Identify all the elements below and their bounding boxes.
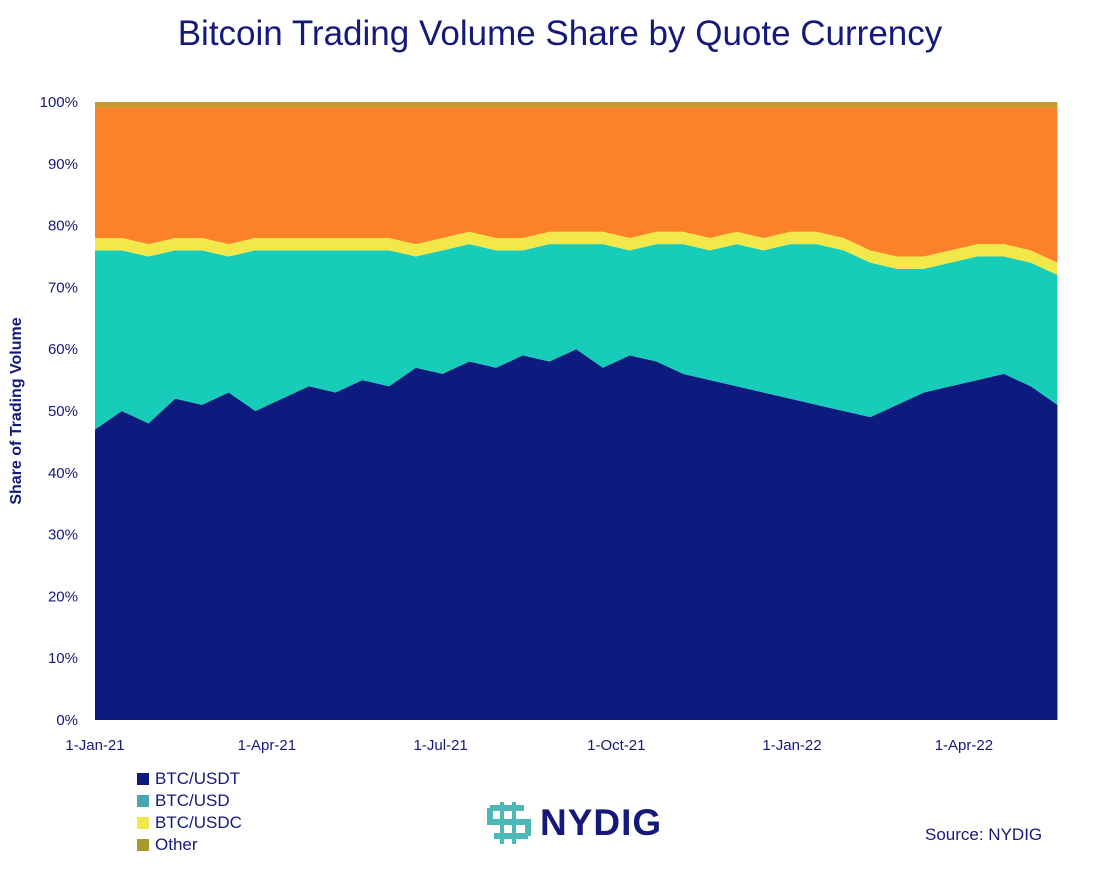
- legend-swatch: [137, 817, 149, 829]
- area-btc-usdt: [95, 349, 1058, 720]
- y-tick-label: 80%: [48, 218, 78, 235]
- area-series-3: [95, 108, 1058, 263]
- area-layers: [95, 102, 1058, 720]
- area-other: [95, 102, 1058, 109]
- legend-item-other: Other: [137, 834, 242, 856]
- x-tick-label: 1-Jan-21: [65, 737, 124, 754]
- y-tick-label: 50%: [48, 403, 78, 420]
- y-axis-label: Share of Trading Volume: [8, 317, 25, 504]
- legend-label: Other: [155, 835, 198, 854]
- legend-swatch: [137, 839, 149, 851]
- y-tick-label: 70%: [48, 279, 78, 296]
- y-tick-label: 60%: [48, 341, 78, 358]
- legend-item-usdt: BTC/USDT: [137, 768, 242, 790]
- y-tick-label: 90%: [48, 156, 78, 173]
- legend: BTC/USDT BTC/USD BTC/USDC Other: [137, 768, 242, 856]
- x-axis-ticks: 1-Jan-21 1-Apr-21 1-Jul-21 1-Oct-21 1-Jan-22…: [65, 737, 993, 754]
- nydig-logo-icon: [487, 802, 531, 844]
- legend-swatch: [137, 795, 149, 807]
- y-tick-label: 100%: [40, 94, 78, 111]
- x-tick-label: 1-Apr-22: [935, 737, 993, 754]
- legend-label: BTC/USDT: [155, 769, 240, 788]
- x-tick-label: 1-Oct-21: [587, 737, 645, 754]
- y-axis-ticks: 0% 10% 20% 30% 40% 50% 60% 70% 80% 90% 100%: [40, 94, 78, 729]
- legend-swatch: [137, 773, 149, 785]
- logo-text: NYDIG: [540, 802, 663, 843]
- y-tick-label: 40%: [48, 465, 78, 482]
- legend-label: BTC/USD: [155, 791, 230, 810]
- y-tick-label: 10%: [48, 650, 78, 667]
- x-tick-label: 1-Apr-21: [238, 737, 296, 754]
- x-tick-label: 1-Jan-22: [762, 737, 821, 754]
- chart-title: Bitcoin Trading Volume Share by Quote Cu…: [177, 14, 943, 53]
- nydig-logo: NYDIG: [486, 800, 662, 846]
- y-tick-label: 20%: [48, 588, 78, 605]
- area-btc-usdc: [95, 231, 1058, 276]
- area-btc-usd: [95, 244, 1058, 430]
- legend-item-usd: BTC/USD: [137, 790, 242, 812]
- x-tick-label: 1-Jul-21: [414, 737, 468, 754]
- legend-label: BTC/USDC: [155, 813, 242, 832]
- legend-item-usdc: BTC/USDC: [137, 812, 242, 834]
- source-note: Source: NYDIG: [925, 825, 1043, 844]
- y-tick-label: 0%: [56, 712, 78, 729]
- y-tick-label: 30%: [48, 527, 78, 544]
